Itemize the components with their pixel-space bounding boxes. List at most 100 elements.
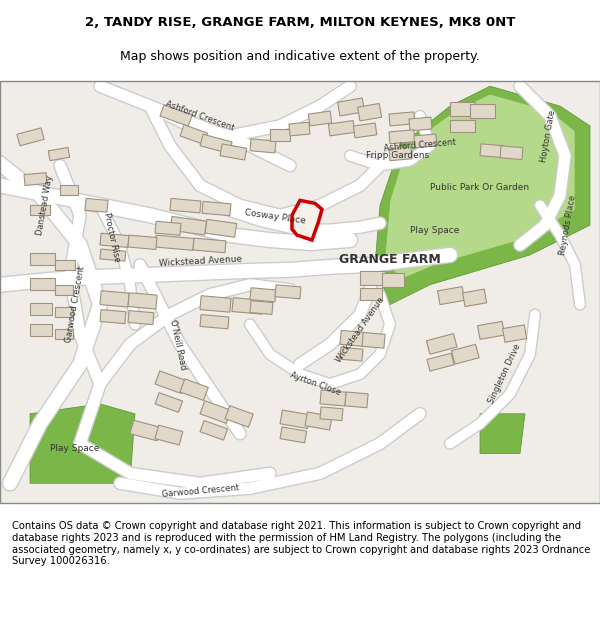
Bar [362, 332, 385, 348]
Bar [24, 173, 47, 186]
Bar [340, 331, 366, 346]
Bar [60, 186, 78, 196]
Text: Play Space: Play Space [50, 444, 100, 453]
Text: Public Park Or Garden: Public Park Or Garden [430, 183, 530, 192]
Bar [200, 296, 231, 312]
Bar [30, 206, 50, 215]
Bar [305, 412, 332, 430]
Bar [280, 410, 310, 429]
Text: O'Neill Road: O'Neill Road [168, 318, 188, 371]
Bar [85, 198, 108, 212]
Bar [500, 146, 523, 159]
Bar [128, 235, 157, 249]
Bar [170, 216, 206, 235]
Bar [100, 249, 126, 261]
Bar [340, 348, 363, 361]
Bar [155, 392, 182, 412]
Bar [130, 420, 161, 441]
Text: Wickstead Avenue: Wickstead Avenue [334, 295, 386, 364]
Bar [320, 390, 346, 406]
Bar [389, 112, 415, 126]
Bar [100, 233, 129, 248]
Bar [503, 325, 527, 342]
Bar [200, 134, 232, 154]
Polygon shape [480, 414, 525, 454]
Bar [30, 324, 52, 336]
Bar [30, 302, 52, 314]
Bar [128, 311, 154, 324]
Text: Proctor Rise: Proctor Rise [103, 211, 122, 262]
Bar [232, 298, 263, 314]
Bar [250, 139, 276, 153]
Bar [320, 407, 343, 421]
Bar [202, 201, 231, 216]
Bar [55, 329, 73, 339]
Bar [30, 253, 55, 265]
Text: Contains OS data © Crown copyright and database right 2021. This information is : Contains OS data © Crown copyright and d… [12, 521, 590, 566]
Bar [200, 401, 231, 423]
Bar [180, 124, 208, 144]
Bar [270, 129, 290, 141]
Text: Hoyton Gate: Hoyton Gate [539, 109, 557, 162]
Text: Fripp Gardens: Fripp Gardens [367, 151, 430, 160]
Bar [427, 334, 457, 354]
Bar [220, 144, 247, 160]
Text: Cosway Place: Cosway Place [244, 209, 306, 226]
Bar [280, 427, 307, 443]
Bar [170, 198, 201, 213]
Text: Wickstead Avenue: Wickstead Avenue [158, 254, 242, 268]
Polygon shape [30, 404, 135, 483]
Bar [100, 291, 129, 307]
Text: Ashford Crescent: Ashford Crescent [164, 99, 236, 132]
Bar [358, 104, 382, 121]
Bar [55, 307, 73, 316]
Bar [55, 260, 75, 270]
Bar [389, 147, 412, 161]
Bar [470, 104, 495, 118]
Bar [200, 421, 227, 440]
Bar [328, 121, 355, 136]
Bar [338, 98, 365, 116]
Bar [180, 379, 208, 401]
Bar [360, 288, 382, 299]
Bar [55, 285, 73, 294]
Bar [463, 289, 487, 307]
Bar [250, 288, 276, 302]
Bar [289, 122, 310, 136]
Text: Garwood Crescent: Garwood Crescent [161, 483, 239, 499]
Text: Map shows position and indicative extent of the property.: Map shows position and indicative extent… [120, 51, 480, 63]
Bar [155, 235, 194, 250]
Bar [450, 120, 475, 132]
Text: 2, TANDY RISE, GRANGE FARM, MILTON KEYNES, MK8 0NT: 2, TANDY RISE, GRANGE FARM, MILTON KEYNE… [85, 16, 515, 29]
Bar [414, 134, 437, 148]
Bar [389, 130, 415, 144]
Text: Ashford Crescent: Ashford Crescent [383, 138, 457, 153]
Bar [360, 271, 385, 285]
Bar [48, 148, 70, 161]
Bar [17, 128, 44, 146]
Bar [345, 392, 368, 408]
Bar [100, 309, 126, 324]
Polygon shape [385, 94, 575, 280]
Polygon shape [0, 81, 600, 503]
Bar [275, 285, 301, 299]
Text: GRANGE FARM: GRANGE FARM [339, 253, 441, 266]
Bar [353, 123, 377, 138]
Text: Reynods Place: Reynods Place [558, 194, 578, 256]
Text: Garwood Crescent: Garwood Crescent [64, 266, 86, 344]
Bar [478, 321, 505, 339]
Bar [480, 144, 503, 158]
Polygon shape [375, 86, 590, 304]
Bar [155, 221, 181, 235]
Bar [128, 292, 157, 309]
Bar [382, 273, 404, 287]
Bar [205, 219, 236, 238]
Bar [155, 425, 183, 445]
Bar [437, 287, 464, 304]
Bar [200, 314, 229, 329]
Bar [193, 238, 226, 252]
Bar [409, 117, 432, 131]
Text: Danstead Way: Danstead Way [35, 174, 55, 236]
Bar [30, 278, 55, 290]
Bar [225, 406, 253, 428]
